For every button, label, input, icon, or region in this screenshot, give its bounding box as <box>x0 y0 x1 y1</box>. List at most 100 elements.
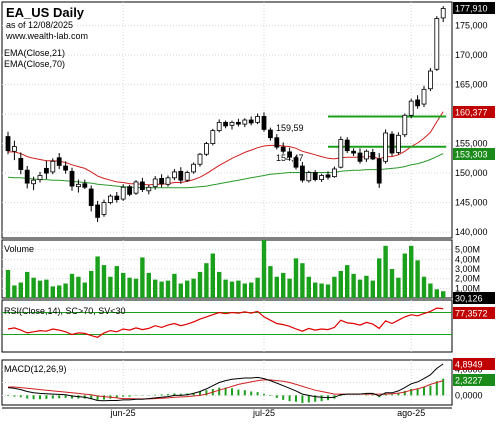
candle-down <box>344 139 350 152</box>
volume-tick-label: 3,00M <box>455 264 480 274</box>
volume-bar <box>57 285 62 298</box>
ema70-value-box-label: 153,303 <box>455 150 488 160</box>
volume-bar <box>268 266 273 298</box>
candle-down <box>312 172 318 180</box>
volume-bar <box>89 270 94 298</box>
rsi-panel <box>1 299 453 353</box>
candle-down <box>235 121 241 125</box>
volume-bar <box>441 291 446 298</box>
volume-bar <box>415 260 420 298</box>
candle-up <box>165 177 171 185</box>
volume-bar <box>402 253 407 298</box>
volume-bar <box>50 286 55 298</box>
volume-bar <box>146 272 151 298</box>
volume-bar <box>223 279 228 298</box>
ema21-value-box-label: 160,377 <box>455 108 488 118</box>
candle-down <box>261 116 267 130</box>
price-tick-label: 145,000 <box>455 198 488 208</box>
ema70-line <box>7 153 444 189</box>
volume-bar <box>63 283 68 298</box>
candle-up <box>210 130 216 144</box>
macd-value-box-label: 4,8949 <box>455 360 483 370</box>
macd-line <box>7 363 444 402</box>
volume-bar <box>249 282 254 298</box>
macd-title: MACD(12,26,9) <box>4 364 67 374</box>
volume-bar <box>108 276 113 298</box>
x-axis-label: jun-25 <box>110 408 136 418</box>
rsi-line <box>7 307 444 338</box>
rsi-value-box <box>453 307 495 319</box>
candle-down <box>280 146 286 152</box>
volume-bar <box>274 276 279 298</box>
candle-down <box>63 165 68 171</box>
volume-bar <box>389 269 395 298</box>
candle-up <box>383 132 389 162</box>
volume-bar <box>133 278 139 298</box>
macd-tick-label: 0,0000 <box>455 390 483 400</box>
legend-ema70: EMA(Close,70) <box>4 59 65 69</box>
volume-bar <box>319 283 324 298</box>
chart-date: as of 12/08/2025 <box>6 20 73 30</box>
volume-bar <box>217 271 222 298</box>
candle-down <box>88 188 94 206</box>
volume-bar <box>434 289 439 298</box>
candle-up <box>421 88 427 105</box>
volume-bar <box>377 258 382 298</box>
volume-bar <box>159 281 164 298</box>
candle-down <box>5 136 11 152</box>
ema21-value-box <box>453 106 495 118</box>
candle-down <box>127 186 132 195</box>
candle-up <box>120 186 126 200</box>
candle-down <box>274 137 280 148</box>
price-tick-label: 150,000 <box>455 168 488 178</box>
candle-up <box>363 150 369 160</box>
last-price-box <box>453 2 495 14</box>
price-tick-label: 155,000 <box>455 139 488 149</box>
price-tick-label: 170,000 <box>455 50 488 60</box>
volume-bar <box>293 258 299 298</box>
volume-bar <box>197 271 203 298</box>
candle-up <box>242 119 248 125</box>
candle-up <box>31 179 37 185</box>
candle-up <box>319 175 325 180</box>
volume-title: Volume <box>4 244 34 254</box>
volume-bar <box>12 285 17 298</box>
volume-bar <box>242 283 247 298</box>
last-price-box-label: 177,910 <box>455 4 488 14</box>
volume-bar <box>338 270 343 298</box>
price-tick-label: 140,000 <box>455 227 488 237</box>
volume-bar <box>229 281 235 298</box>
candle-up <box>37 175 43 180</box>
candle-up <box>402 114 408 136</box>
candle-down <box>69 170 75 187</box>
candle-down <box>114 195 120 201</box>
candle-up <box>146 186 152 192</box>
level-label-upper: 159,59 <box>276 123 304 133</box>
macd-signal-box <box>453 374 495 386</box>
chart-website: www.wealth-lab.com <box>5 31 88 41</box>
candle-up <box>101 202 107 215</box>
volume-bar <box>18 282 23 298</box>
candle-up <box>338 139 344 168</box>
volume-tick-label: 2,00M <box>455 274 480 284</box>
candle-up <box>331 168 337 178</box>
candle-up <box>306 172 312 182</box>
candle-down <box>287 151 293 158</box>
candle-up <box>50 160 56 173</box>
volume-bar <box>101 265 107 298</box>
candle-up <box>440 8 446 19</box>
candle-down <box>267 129 273 139</box>
candle-down <box>248 119 254 124</box>
candle-up <box>408 100 414 116</box>
x-axis-label: ago-25 <box>397 408 425 418</box>
price-tick-label: 165,000 <box>455 80 488 90</box>
volume-bar <box>313 282 318 298</box>
candle-up <box>203 143 209 155</box>
candle-up <box>133 181 139 194</box>
volume-last-box <box>453 292 495 304</box>
candle-up <box>108 195 113 204</box>
legend-ema21: EMA(Close,21) <box>4 48 65 58</box>
volume-bar <box>383 245 388 298</box>
text-layer: EA_US Daily as of 12/08/2025 www.wealth-… <box>4 5 304 374</box>
